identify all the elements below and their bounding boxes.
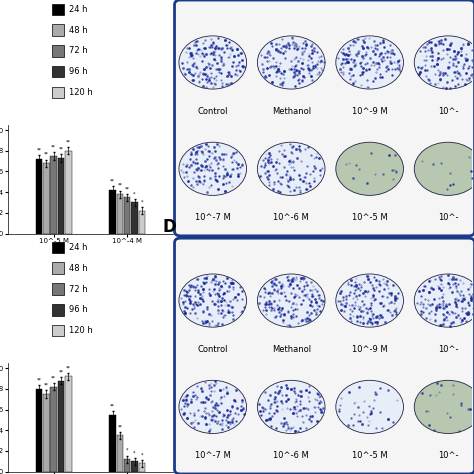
Text: Methanol: Methanol (272, 107, 311, 116)
Circle shape (257, 36, 325, 89)
Bar (52, 45, 64, 57)
Text: 10^-6 M: 10^-6 M (273, 451, 309, 460)
Circle shape (414, 380, 474, 434)
Text: 10^-: 10^- (438, 451, 458, 460)
FancyBboxPatch shape (174, 238, 474, 474)
Circle shape (179, 380, 246, 434)
Bar (52, 283, 64, 295)
Bar (52, 66, 64, 77)
Circle shape (179, 142, 246, 195)
Text: 24 h: 24 h (69, 5, 87, 14)
Circle shape (414, 142, 474, 195)
Circle shape (179, 36, 246, 89)
Circle shape (336, 142, 403, 195)
Text: 48 h: 48 h (69, 26, 87, 35)
Text: 72 h: 72 h (69, 284, 87, 293)
Text: D: D (163, 218, 176, 236)
Text: 10^-9 M: 10^-9 M (352, 345, 387, 354)
Circle shape (336, 36, 403, 89)
FancyBboxPatch shape (174, 0, 474, 236)
Text: 10^-: 10^- (438, 345, 458, 354)
Text: 10^-: 10^- (438, 213, 458, 222)
Circle shape (257, 380, 325, 434)
Bar (52, 325, 64, 337)
Circle shape (336, 380, 403, 434)
Text: 120 h: 120 h (69, 88, 92, 97)
Bar (52, 24, 64, 36)
Text: 96 h: 96 h (69, 67, 87, 76)
Text: 10^-5 M: 10^-5 M (352, 451, 387, 460)
Circle shape (414, 36, 474, 89)
Text: 10^-9 M: 10^-9 M (352, 107, 387, 116)
Text: 48 h: 48 h (69, 264, 87, 273)
Text: 96 h: 96 h (69, 305, 87, 314)
Text: 10^-: 10^- (438, 107, 458, 116)
Text: 10^-6 M: 10^-6 M (273, 213, 309, 222)
Circle shape (257, 142, 325, 195)
Bar (52, 87, 64, 98)
Bar (52, 304, 64, 316)
Circle shape (414, 274, 474, 327)
Bar (52, 242, 64, 253)
Circle shape (179, 274, 246, 327)
Text: Control: Control (198, 107, 228, 116)
Text: 10^-5 M: 10^-5 M (352, 213, 387, 222)
Text: 72 h: 72 h (69, 46, 87, 55)
Bar (52, 263, 64, 274)
Text: 10^-7 M: 10^-7 M (195, 213, 231, 222)
Circle shape (336, 274, 403, 327)
Circle shape (257, 274, 325, 327)
Text: Control: Control (198, 345, 228, 354)
Text: 24 h: 24 h (69, 243, 87, 252)
Text: 10^-7 M: 10^-7 M (195, 451, 231, 460)
Text: 120 h: 120 h (69, 326, 92, 335)
Bar (52, 3, 64, 15)
Text: Methanol: Methanol (272, 345, 311, 354)
